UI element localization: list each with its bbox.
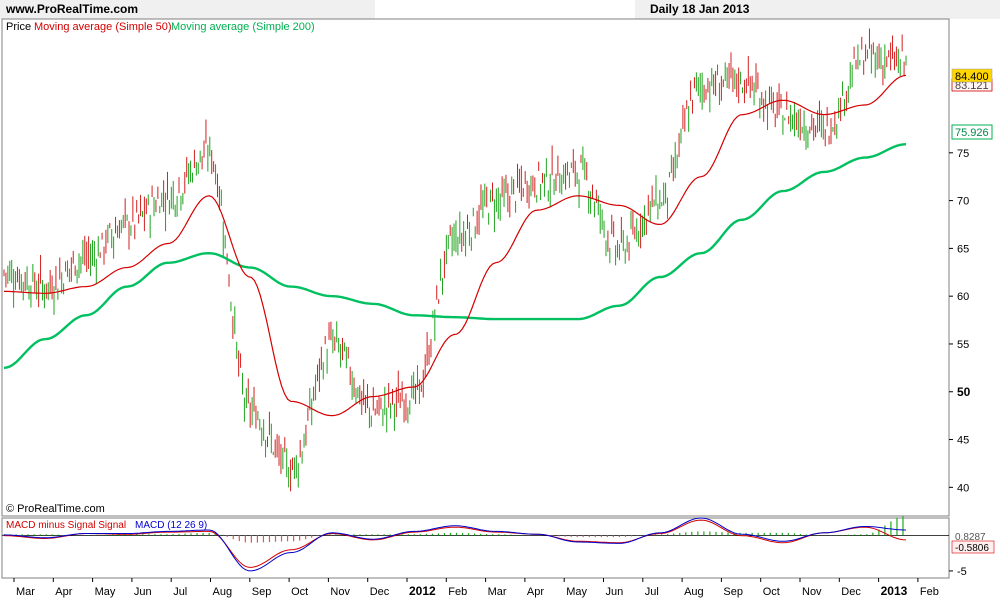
x-tick-label: Jul xyxy=(645,586,659,598)
macd-series xyxy=(3,516,907,572)
y-tick-label: 40 xyxy=(957,482,969,494)
ma200-tag-box xyxy=(951,124,993,140)
ma50-line xyxy=(4,74,907,417)
x-axis: Mar Apr May Jun Jul Aug Sep Oct Nov Dec 2012 Feb Mar… xyxy=(13,578,939,598)
y-tick-label: 55 xyxy=(957,339,969,351)
ma200-line xyxy=(3,143,907,370)
macd-value-top: 0.8287 xyxy=(955,532,986,543)
moving-average-lines xyxy=(3,74,907,417)
y-tick-label: 65 xyxy=(957,243,969,255)
x-tick-label: Aug xyxy=(213,586,233,598)
x-tick-label: 2012 xyxy=(409,584,436,598)
y-tick-label: 75 xyxy=(957,148,969,160)
x-tick-label: Feb xyxy=(920,586,939,598)
macd-tick-label: -5 xyxy=(957,566,967,578)
x-tick-label: Oct xyxy=(291,586,308,598)
price-panel xyxy=(1,18,950,517)
x-tick-label: Apr xyxy=(55,586,72,598)
macd-line xyxy=(3,517,906,572)
price-tag-sub: 83.121 xyxy=(955,80,989,92)
y-tick-label: 45 xyxy=(957,435,969,447)
x-tick-label: Mar xyxy=(16,586,35,598)
x-tick-label: Jun xyxy=(606,586,624,598)
macd-y-axis: -5 xyxy=(949,566,967,578)
x-tick-label: Aug xyxy=(684,586,704,598)
price-y-axis: 40 45 50 55 60 65 70 75 xyxy=(949,148,971,494)
watermark: © ProRealTime.com xyxy=(6,503,105,515)
price-ohlc-bars xyxy=(3,28,907,492)
macd-legend-macd: MACD (12 26 9) xyxy=(135,520,207,531)
x-tick-label: Jun xyxy=(134,586,152,598)
x-tick-label: Mar xyxy=(488,586,507,598)
price-tag-box xyxy=(951,68,993,83)
macd-value-bottom: -0.5806 xyxy=(955,543,989,554)
x-tick-label: Nov xyxy=(802,586,822,598)
x-tick-label: Oct xyxy=(763,586,780,598)
macd-legend-signal: MACD minus Signal Signal xyxy=(6,520,126,531)
macd-value-bottom-box xyxy=(951,540,995,554)
x-tick-label: Apr xyxy=(527,586,544,598)
x-tick-label: Nov xyxy=(330,586,350,598)
ma200-tag: 75.926 xyxy=(955,127,989,139)
legend-ma200: Moving average (Simple 200) xyxy=(171,21,315,33)
macd-panel xyxy=(1,517,950,579)
x-tick-label: Dec xyxy=(370,586,390,598)
header-bar: www.ProRealTime.com Daily 18 Jan 2013 xyxy=(0,0,1000,19)
x-tick-label: Dec xyxy=(841,586,861,598)
x-tick-label: Sep xyxy=(723,586,743,598)
x-tick-label: May xyxy=(566,586,587,598)
y-tick-label: 60 xyxy=(957,291,969,303)
x-tick-label: May xyxy=(95,586,116,598)
x-tick-label: Sep xyxy=(252,586,272,598)
y-tick-label: 70 xyxy=(957,196,969,208)
legend-ma50: Moving average (Simple 50) xyxy=(34,21,172,33)
legend-price: Price xyxy=(6,21,31,33)
site-title: www.ProRealTime.com xyxy=(6,2,139,16)
price-tag: 84.400 xyxy=(955,71,989,83)
x-tick-label: Jul xyxy=(173,586,187,598)
x-tick-label: 2013 xyxy=(881,584,908,598)
header-blank-box xyxy=(375,0,635,19)
x-tick-label: Feb xyxy=(448,586,467,598)
y-tick-label: 50 xyxy=(957,385,971,399)
macd-signal-line xyxy=(3,519,907,568)
period-date: Daily 18 Jan 2013 xyxy=(650,2,750,16)
